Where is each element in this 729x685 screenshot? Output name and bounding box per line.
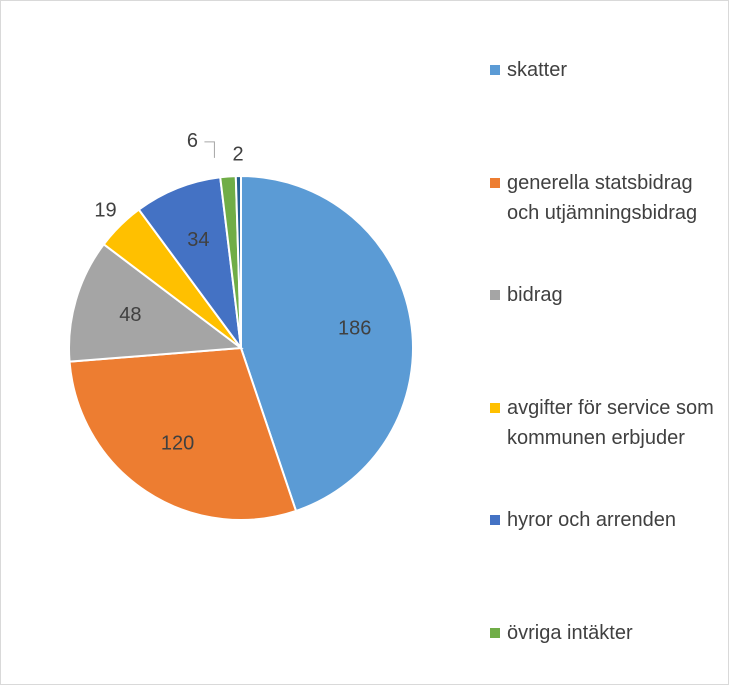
data-label: 48: [119, 304, 141, 326]
leader-line: [204, 141, 215, 158]
legend-swatch: [490, 290, 500, 300]
data-label: 6: [187, 130, 198, 152]
legend-swatch: [490, 515, 500, 525]
legend-label: övriga intäkter: [507, 621, 633, 644]
legend-item: avgifter för service som kommunen erbjud…: [490, 393, 720, 453]
pie-slice: [240, 174, 414, 513]
data-label: 120: [161, 432, 194, 454]
pie-slice: [68, 346, 298, 521]
legend-label: generella statsbidrag och utjämningsbidr…: [507, 171, 698, 224]
data-label: 2: [233, 144, 244, 166]
legend-item: övriga intäkter: [490, 618, 720, 648]
legend-swatch: [490, 627, 500, 638]
legend-label: bidrag: [507, 284, 563, 306]
legend-item: bidrag: [490, 280, 720, 310]
legend-item: hyror och arrenden: [490, 505, 720, 535]
legend-swatch: [490, 65, 500, 75]
legend-item: generella statsbidrag och utjämningsbidr…: [490, 168, 720, 228]
pie-slice: [137, 176, 243, 352]
legend-label: skatter: [507, 59, 568, 81]
legend-label: avgifter för service som kommunen erbjud…: [507, 396, 714, 449]
legend-item: skatter: [490, 55, 720, 85]
data-label: 186: [338, 318, 371, 340]
pie-slice: [234, 174, 242, 349]
legend-swatch: [490, 402, 500, 413]
data-label: 34: [187, 229, 209, 251]
pie-slice: [68, 242, 244, 363]
legend-label: hyror och arrenden: [507, 509, 676, 531]
legend-swatch: [490, 177, 500, 188]
data-label: 19: [94, 199, 116, 221]
